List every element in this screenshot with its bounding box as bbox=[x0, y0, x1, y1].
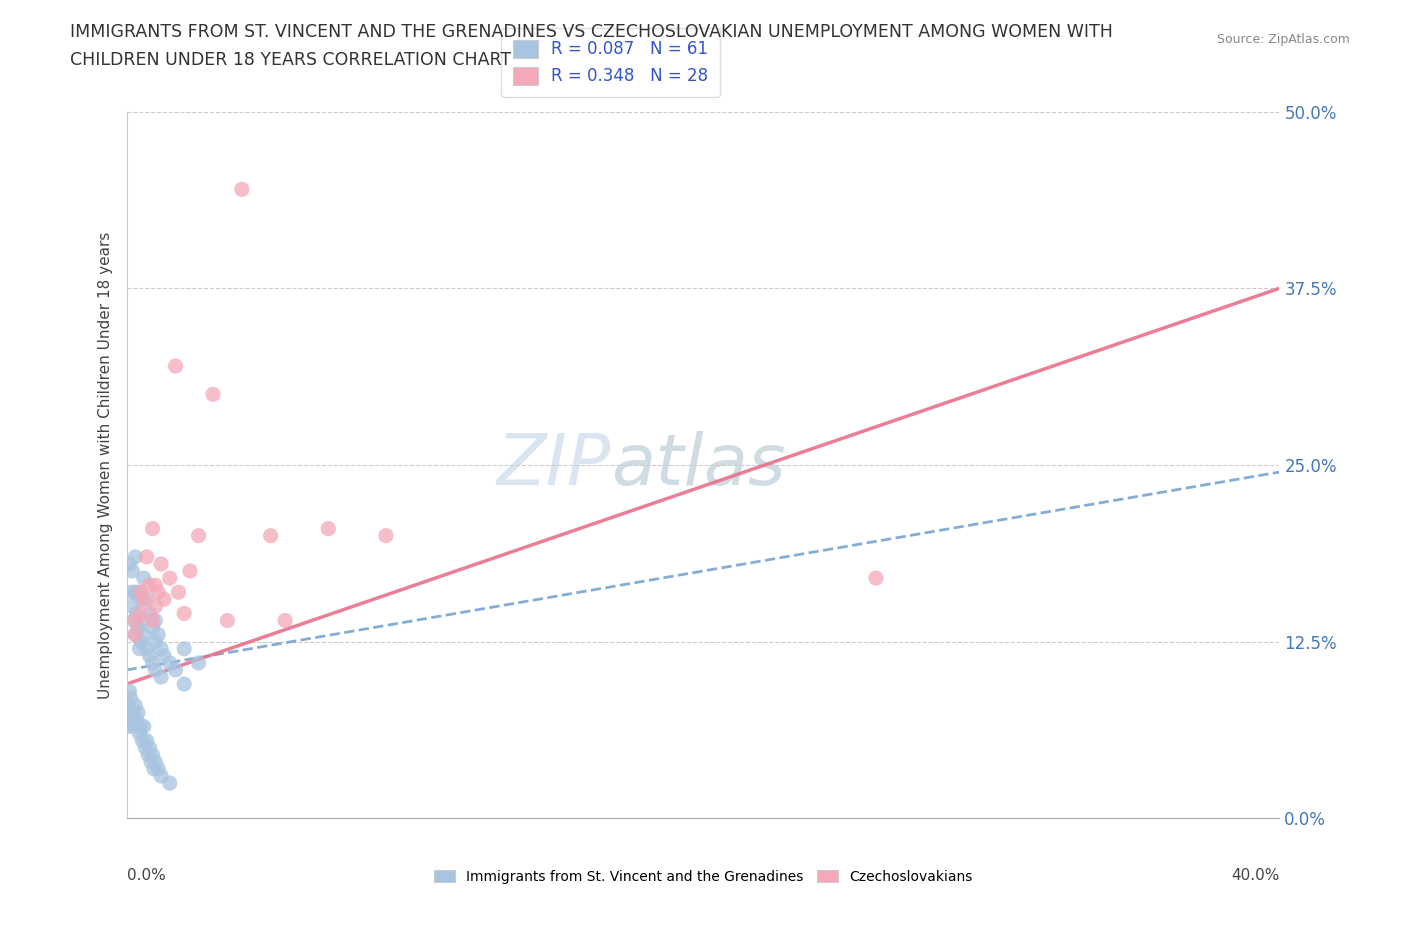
Text: CHILDREN UNDER 18 YEARS CORRELATION CHART: CHILDREN UNDER 18 YEARS CORRELATION CHAR… bbox=[70, 51, 512, 69]
Point bbox=[138, 648, 160, 663]
Point bbox=[159, 776, 181, 790]
Point bbox=[131, 733, 153, 748]
Point bbox=[159, 571, 181, 586]
Point bbox=[120, 585, 142, 600]
Point bbox=[217, 613, 239, 628]
Point bbox=[159, 656, 181, 671]
Point bbox=[136, 748, 159, 763]
Point bbox=[141, 748, 163, 763]
Point bbox=[124, 627, 146, 642]
Y-axis label: Unemployment Among Women with Children Under 18 years: Unemployment Among Women with Children U… bbox=[98, 232, 114, 698]
Point bbox=[124, 698, 146, 712]
Point bbox=[128, 726, 150, 741]
Point bbox=[150, 768, 173, 783]
Point bbox=[274, 613, 297, 628]
Point bbox=[141, 656, 163, 671]
Point bbox=[135, 642, 157, 657]
Text: IMMIGRANTS FROM ST. VINCENT AND THE GRENADINES VS CZECHOSLOVAKIAN UNEMPLOYMENT A: IMMIGRANTS FROM ST. VINCENT AND THE GREN… bbox=[70, 23, 1114, 41]
Point bbox=[145, 634, 166, 649]
Point bbox=[138, 740, 160, 755]
Point bbox=[120, 691, 142, 706]
Text: Source: ZipAtlas.com: Source: ZipAtlas.com bbox=[1216, 33, 1350, 46]
Point bbox=[231, 182, 253, 197]
Point bbox=[125, 606, 148, 621]
Point bbox=[124, 613, 146, 628]
Point bbox=[318, 521, 340, 536]
Point bbox=[118, 556, 141, 571]
Point bbox=[129, 634, 152, 649]
Text: atlas: atlas bbox=[610, 431, 786, 499]
Point bbox=[138, 578, 160, 592]
Point bbox=[127, 620, 149, 635]
Point bbox=[865, 571, 887, 586]
Point bbox=[129, 585, 152, 600]
Point bbox=[145, 599, 166, 614]
Point bbox=[132, 571, 155, 586]
Point bbox=[187, 528, 209, 543]
Point bbox=[141, 620, 163, 635]
Point bbox=[118, 684, 141, 698]
Text: 40.0%: 40.0% bbox=[1232, 868, 1279, 883]
Point bbox=[129, 606, 152, 621]
Point bbox=[117, 698, 139, 712]
Point bbox=[122, 613, 145, 628]
Point bbox=[167, 585, 190, 600]
Point bbox=[150, 670, 173, 684]
Point bbox=[120, 712, 142, 727]
Point bbox=[173, 677, 195, 692]
Point bbox=[124, 550, 146, 565]
Point bbox=[117, 719, 139, 734]
Point bbox=[138, 606, 160, 621]
Point bbox=[145, 578, 166, 592]
Point bbox=[150, 556, 173, 571]
Point bbox=[153, 648, 176, 663]
Point bbox=[125, 712, 148, 727]
Point bbox=[127, 585, 149, 600]
Point bbox=[141, 521, 163, 536]
Point bbox=[173, 606, 195, 621]
Point bbox=[148, 627, 170, 642]
Point bbox=[124, 585, 146, 600]
Point bbox=[132, 591, 155, 606]
Point bbox=[374, 528, 398, 543]
Point bbox=[173, 642, 195, 657]
Point bbox=[129, 591, 152, 606]
Point bbox=[165, 662, 187, 677]
Text: ZIP: ZIP bbox=[496, 431, 610, 499]
Point bbox=[124, 627, 146, 642]
Point bbox=[145, 662, 166, 677]
Point bbox=[132, 719, 155, 734]
Point bbox=[259, 528, 281, 543]
Point bbox=[145, 613, 166, 628]
Point bbox=[135, 550, 157, 565]
Point bbox=[139, 754, 162, 769]
Point bbox=[129, 719, 152, 734]
Point bbox=[165, 359, 187, 374]
Point bbox=[135, 733, 157, 748]
Point bbox=[122, 719, 145, 734]
Text: 0.0%: 0.0% bbox=[127, 868, 166, 883]
Point bbox=[118, 705, 141, 720]
Point bbox=[150, 642, 173, 657]
Point bbox=[128, 642, 150, 657]
Point bbox=[187, 656, 209, 671]
Point bbox=[148, 762, 170, 777]
Point bbox=[121, 599, 143, 614]
Point bbox=[179, 564, 201, 578]
Point bbox=[142, 762, 165, 777]
Point bbox=[132, 627, 155, 642]
Point bbox=[129, 613, 152, 628]
Point bbox=[148, 585, 170, 600]
Point bbox=[141, 613, 163, 628]
Legend: Immigrants from St. Vincent and the Grenadines, Czechoslovakians: Immigrants from St. Vincent and the Gren… bbox=[429, 864, 977, 889]
Point bbox=[153, 591, 176, 606]
Point bbox=[135, 591, 157, 606]
Point bbox=[145, 754, 166, 769]
Point bbox=[127, 705, 149, 720]
Point bbox=[202, 387, 225, 402]
Point bbox=[121, 705, 143, 720]
Point bbox=[134, 740, 156, 755]
Point bbox=[121, 564, 143, 578]
